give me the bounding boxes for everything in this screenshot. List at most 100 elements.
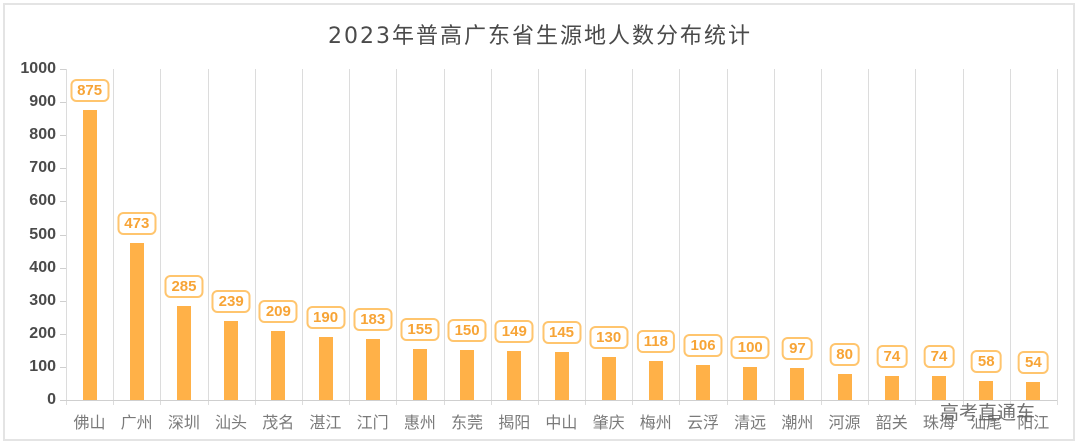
y-axis-tick-label: 700 [29, 159, 56, 177]
bar-佛山[interactable] [82, 110, 97, 400]
bar-深圳[interactable] [176, 305, 191, 400]
bar-揭阳[interactable] [507, 350, 522, 400]
category-gridline [726, 69, 728, 405]
y-axis-tick-mark [60, 366, 66, 368]
category-gridline [207, 69, 209, 405]
category-gridline [301, 69, 303, 405]
y-axis-tick-mark [60, 267, 66, 269]
value-label: 58 [970, 349, 1002, 373]
value-label: 149 [494, 319, 534, 343]
category-gridline [1009, 69, 1011, 405]
y-axis-tick-mark [60, 135, 66, 137]
category-gridline [490, 69, 492, 405]
x-axis-tick-label: 云浮 [686, 413, 719, 432]
y-axis-tick-label: 200 [29, 324, 56, 342]
y-axis-tick-mark [60, 168, 66, 170]
y-axis-tick-label: 600 [29, 192, 56, 210]
category-gridline [868, 69, 870, 405]
x-axis-tick-label: 中山 [545, 413, 578, 432]
bar-肇庆[interactable] [601, 356, 616, 400]
x-axis-tick-label: 潮州 [781, 413, 814, 432]
bar-惠州[interactable] [412, 348, 427, 400]
y-axis-tick-label: 0 [47, 391, 56, 408]
x-axis-tick-label: 梅州 [639, 413, 672, 432]
category-gridline [254, 69, 256, 405]
category-gridline [915, 69, 917, 405]
value-label: 118 [636, 329, 675, 353]
watermark: 高考直通车 [940, 402, 1036, 424]
value-label: 239 [211, 289, 251, 313]
category-gridline [962, 69, 964, 405]
category-gridline [821, 69, 823, 405]
bar-韶关[interactable] [884, 375, 899, 400]
y-axis-tick-label: 100 [29, 357, 56, 375]
x-axis-tick-label: 阳江 [1017, 413, 1050, 432]
x-axis-tick-label: 揭阳 [498, 413, 531, 432]
x-axis-tick-label: 广州 [120, 413, 153, 432]
y-axis-tick-label: 900 [29, 93, 56, 111]
bar-阳江[interactable] [1026, 382, 1041, 400]
x-axis-tick-label: 汕尾 [970, 413, 1003, 432]
value-label: 106 [683, 333, 723, 357]
x-axis-tick-label: 珠海 [922, 413, 955, 432]
x-axis-tick-label: 肇庆 [592, 413, 625, 432]
value-label: 209 [258, 299, 298, 323]
y-axis-tick-mark [60, 102, 66, 104]
value-label: 145 [541, 321, 582, 344]
value-label: 74 [923, 344, 955, 368]
value-label: 80 [829, 342, 860, 366]
bar-汕尾[interactable] [979, 380, 994, 400]
x-axis-tick-label: 湛江 [309, 413, 342, 432]
x-axis-tick-label: 东莞 [451, 413, 484, 432]
y-axis-tick-mark [60, 333, 66, 335]
y-axis-tick-label: 400 [29, 258, 56, 276]
category-gridline [679, 69, 681, 405]
category-gridline [773, 69, 775, 405]
category-gridline [585, 69, 587, 405]
value-label: 473 [117, 212, 157, 236]
x-axis-tick-label: 佛山 [73, 413, 106, 432]
x-axis-tick-label: 韶关 [875, 413, 908, 432]
bar-江门[interactable] [365, 339, 380, 400]
value-label: 190 [306, 306, 346, 330]
value-label: 100 [730, 335, 770, 359]
bar-湛江[interactable] [318, 337, 333, 400]
y-axis-tick-mark [60, 300, 66, 302]
x-axis-tick-label: 汕头 [215, 413, 248, 432]
value-label: 183 [353, 308, 393, 332]
bar-东莞[interactable] [460, 350, 475, 400]
bar-茂名[interactable] [271, 330, 286, 400]
bar-河源[interactable] [837, 373, 852, 400]
value-label: 130 [589, 325, 629, 349]
bar-汕头[interactable] [224, 320, 239, 400]
value-label: 150 [447, 319, 487, 343]
category-gridline [1057, 69, 1058, 405]
y-axis-tick-mark [60, 400, 66, 401]
value-label: 74 [876, 344, 908, 368]
x-axis-tick-label: 江门 [356, 413, 389, 432]
chart-title: 2023年普高广东省生源地人数分布统计 [328, 24, 752, 49]
bar-中山[interactable] [554, 352, 569, 400]
bar-清远[interactable] [743, 366, 758, 400]
category-gridline [443, 69, 445, 405]
y-axis-tick-mark [60, 69, 66, 70]
x-axis-tick-label: 河源 [828, 413, 861, 432]
category-gridline [632, 69, 634, 405]
y-axis-tick-label: 1000 [20, 60, 56, 77]
category-gridline [537, 69, 539, 405]
bar-珠海[interactable] [932, 375, 947, 400]
category-gridline [349, 69, 351, 405]
bar-潮州[interactable] [790, 367, 805, 400]
bar-广州[interactable] [129, 243, 144, 400]
category-gridline [113, 69, 115, 405]
bar-云浮[interactable] [696, 364, 711, 400]
chart-frame [3, 3, 1075, 441]
x-axis-tick-label: 惠州 [403, 413, 436, 432]
y-axis-tick-mark [60, 234, 66, 236]
x-axis-tick-label: 茂名 [262, 413, 295, 432]
x-axis-line [66, 400, 1057, 401]
y-axis-tick-mark [60, 201, 66, 203]
bar-梅州[interactable] [648, 360, 663, 400]
value-label: 285 [164, 274, 204, 298]
category-gridline [396, 69, 398, 405]
